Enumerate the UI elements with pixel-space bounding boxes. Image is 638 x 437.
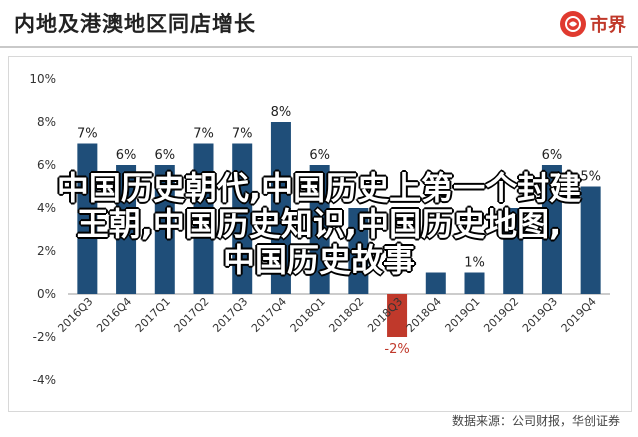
- data-label: 8%: [271, 105, 292, 120]
- data-label: 6%: [116, 148, 137, 163]
- brand-name: 市界: [590, 15, 626, 36]
- y-tick-label: -4%: [33, 373, 56, 387]
- brand-logo-group: 市界: [560, 9, 626, 39]
- x-tick-label: 2017Q1: [133, 295, 173, 335]
- data-label: 6%: [542, 148, 563, 163]
- data-label: 6%: [309, 148, 330, 163]
- x-tick-label: 2019Q3: [520, 295, 560, 335]
- overlay-text-line-3: 中国历史故事: [222, 241, 415, 279]
- x-tick-label: 2018Q4: [404, 295, 444, 335]
- bar-2018Q3: [387, 294, 408, 337]
- bar-2017Q4: [270, 122, 291, 294]
- bar-2019Q4: [580, 186, 601, 294]
- x-tick-label: 2016Q4: [94, 295, 134, 335]
- data-label: 7%: [77, 127, 98, 142]
- x-tick-label: 2017Q2: [172, 295, 212, 335]
- data-source-note: 数据来源：公司财报，华创证券: [451, 414, 620, 428]
- overlay-text-line-2: 王朝,中国历史知识,中国历史地图,: [76, 205, 562, 243]
- y-tick-label: 6%: [37, 158, 56, 172]
- overlay-text-line-1: 中国历史朝代,中国历史上第一个封建: [56, 169, 582, 207]
- bar-2017Q2: [193, 143, 214, 294]
- y-tick-label: 10%: [29, 72, 56, 86]
- bar-2018Q1: [309, 165, 330, 294]
- x-tick-label: 2016Q3: [55, 295, 95, 335]
- y-tick-label: -2%: [33, 330, 56, 344]
- bar-2016Q3: [77, 143, 98, 294]
- bar-2019Q3: [541, 165, 562, 294]
- x-tick-label: 2018Q2: [326, 295, 366, 335]
- bar-2017Q1: [154, 165, 175, 294]
- bar-2018Q4: [425, 272, 446, 294]
- data-label: 1%: [464, 256, 485, 271]
- data-label: 6%: [154, 148, 175, 163]
- bar-2017Q3: [232, 143, 253, 294]
- x-tick-label: 2017Q4: [249, 295, 289, 335]
- bar-2019Q1: [464, 272, 485, 294]
- header-divider: [0, 46, 638, 48]
- data-label: -2%: [384, 342, 409, 357]
- y-tick-label: 2%: [37, 244, 56, 258]
- brand-logo-icon: [560, 11, 586, 37]
- y-tick-label: 8%: [37, 115, 56, 129]
- y-tick-label: 4%: [37, 201, 56, 215]
- data-label: 5%: [580, 170, 601, 185]
- y-tick-label: 0%: [37, 287, 56, 301]
- x-tick-label: 2019Q2: [481, 295, 521, 335]
- x-tick-label: 2019Q4: [559, 295, 599, 335]
- x-tick-label: 2018Q1: [288, 295, 328, 335]
- chart-header: 内地及港澳地区同店增长 市界: [0, 0, 638, 48]
- data-label: 7%: [193, 127, 214, 142]
- chart-title: 内地及港澳地区同店增长: [14, 12, 256, 36]
- x-tick-label: 2019Q1: [443, 295, 483, 335]
- bar-2019Q2: [503, 208, 524, 294]
- x-tick-label: 2017Q3: [210, 295, 250, 335]
- bar-2018Q2: [348, 208, 369, 294]
- data-label: 7%: [232, 127, 253, 142]
- bar-2016Q4: [116, 165, 137, 294]
